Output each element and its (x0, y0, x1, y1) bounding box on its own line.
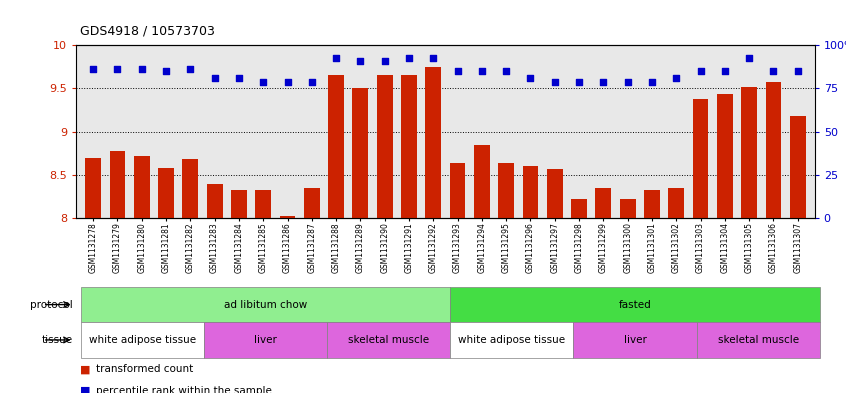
Point (596, 78, 610, 84)
Bar (596, 188, 611, 218)
Text: white adipose tissue: white adipose tissue (459, 335, 565, 345)
Bar (693, 99, 708, 218)
Bar (766, 83, 782, 218)
Point (572, 78, 585, 84)
Point (791, 68, 805, 74)
Bar (547, 169, 563, 218)
Text: transformed count: transformed count (96, 364, 193, 375)
Point (766, 68, 780, 74)
Text: fasted: fasted (618, 299, 651, 310)
Bar (81, 322, 204, 358)
Text: liver: liver (255, 335, 277, 345)
Point (451, 68, 464, 74)
Text: white adipose tissue: white adipose tissue (89, 335, 196, 345)
Bar (158, 168, 174, 218)
Bar (328, 75, 344, 218)
Bar (255, 191, 271, 218)
Point (208, 75, 222, 81)
Bar (696, 322, 820, 358)
Point (378, 58, 392, 64)
Bar (183, 159, 198, 218)
Point (256, 78, 270, 84)
Text: skeletal muscle: skeletal muscle (349, 335, 430, 345)
Point (329, 55, 343, 61)
Point (621, 78, 634, 84)
Point (694, 68, 707, 74)
Point (184, 66, 197, 73)
Bar (81, 287, 450, 322)
Point (548, 78, 562, 84)
Point (86, 66, 100, 73)
Bar (231, 191, 247, 218)
Text: tissue: tissue (41, 335, 73, 345)
Text: ■: ■ (80, 364, 91, 375)
Text: GDS4918 / 10573703: GDS4918 / 10573703 (80, 24, 215, 37)
Bar (450, 322, 574, 358)
Bar (474, 145, 490, 218)
Point (135, 66, 149, 73)
Bar (109, 151, 125, 218)
Bar (204, 322, 327, 358)
Bar (206, 184, 222, 218)
Bar (790, 116, 805, 218)
Text: ■: ■ (80, 386, 91, 393)
Bar (574, 322, 696, 358)
Bar (571, 199, 587, 218)
Bar (353, 88, 368, 218)
Text: liver: liver (624, 335, 646, 345)
Bar (450, 163, 465, 218)
Point (524, 75, 537, 81)
Point (718, 68, 732, 74)
Point (159, 68, 173, 74)
Point (402, 55, 415, 61)
Bar (717, 94, 733, 218)
Bar (134, 156, 150, 218)
Point (281, 78, 294, 84)
Bar (668, 188, 684, 218)
Bar (523, 166, 538, 218)
Point (669, 75, 683, 81)
Point (111, 66, 124, 73)
Text: skeletal muscle: skeletal muscle (717, 335, 799, 345)
Text: ad libitum chow: ad libitum chow (224, 299, 307, 310)
Bar (85, 158, 101, 218)
Bar (376, 75, 393, 218)
Point (645, 78, 659, 84)
Point (426, 55, 440, 61)
Point (742, 55, 755, 61)
Bar (741, 87, 757, 218)
Point (475, 68, 489, 74)
Bar (426, 67, 441, 218)
Bar (327, 322, 450, 358)
Bar (304, 188, 320, 218)
Text: percentile rank within the sample: percentile rank within the sample (96, 386, 272, 393)
Bar (280, 217, 295, 218)
Point (354, 58, 367, 64)
Bar (498, 163, 514, 218)
Bar (401, 75, 417, 218)
Point (305, 78, 319, 84)
Bar (644, 191, 660, 218)
Bar (620, 199, 635, 218)
Point (232, 75, 245, 81)
Text: protocol: protocol (30, 299, 73, 310)
Point (499, 68, 513, 74)
Bar (450, 287, 820, 322)
